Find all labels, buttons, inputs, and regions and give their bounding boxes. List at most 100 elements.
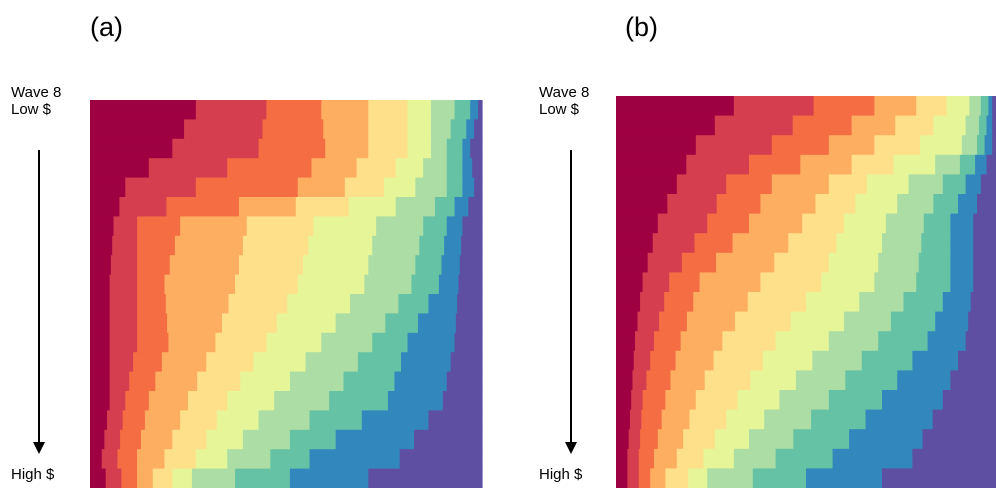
panel-a-row-16-segment-6	[227, 391, 275, 411]
panel-b-row-14-segment-5	[713, 350, 764, 371]
panel-a-row-6-segment-6	[348, 197, 397, 217]
panel-b-row-2-segment-10	[992, 115, 996, 136]
panel-b-row-20-segment-3	[638, 468, 651, 488]
panel-b-row-1-segment-3	[813, 96, 875, 117]
panel-b-row-11-segment-1	[616, 292, 641, 313]
panel-a-row-17-segment-2	[106, 410, 124, 431]
panel-a-row-12-segment-4	[167, 313, 223, 334]
panel-a-row-5-segment-7	[415, 177, 448, 198]
panel-a-row-17-segment-3	[122, 410, 146, 431]
panel-a-row-8-segment-4	[174, 235, 244, 256]
panel-b-row-5-segment-9	[965, 174, 982, 195]
panel-a-row-20-segment-1	[90, 468, 107, 488]
panel-b-row-13-segment-1	[616, 331, 636, 352]
panel-a-row-9-segment-10	[459, 255, 483, 276]
panel-b-row-7-segment-10	[973, 213, 996, 234]
panel-a-row-4-segment-5	[356, 158, 397, 179]
panel-b-row-1-segment-6	[946, 96, 970, 117]
panel-b-row-17-segment-8	[811, 409, 867, 430]
panel-b-row-3-segment-8	[977, 135, 986, 156]
panel-a-row-3-segment-1	[90, 138, 173, 159]
panel-a-row-12-segment-5	[221, 313, 278, 334]
panel-a-row-16-segment-1	[90, 391, 111, 411]
panel-a-row-13-segment-1	[90, 332, 111, 353]
panel-b-row-11-segment-7	[859, 292, 905, 313]
panel-a-row-9-segment-4	[169, 255, 240, 276]
panel-a-row-19-segment-6	[195, 449, 228, 470]
panel-a-row-17-segment-6	[216, 410, 260, 431]
panel-b-row-16-segment-6	[737, 390, 780, 411]
panel-a-row-11-segment-2	[109, 294, 138, 314]
panel-a-row-19-segment-10	[399, 449, 483, 470]
panel-a-row-16-segment-9	[387, 391, 444, 411]
panel-b-row-6-segment-9	[958, 194, 978, 215]
panel-a-row-15-segment-1	[90, 371, 111, 392]
panel-b-row-18-segment-3	[640, 429, 659, 450]
panel-a-row-5-segment-6	[384, 177, 416, 198]
panel-a-row-10-segment-4	[164, 274, 236, 295]
panel-a-row-1-segment-8	[454, 100, 471, 120]
panel-a-row-14-segment-10	[450, 352, 483, 373]
panel-a-row-19-segment-4	[137, 449, 166, 470]
panel-a-row-20-segment-8	[235, 468, 291, 488]
panel-a-row-13-segment-10	[454, 332, 483, 353]
panel-a-row-2-segment-9	[466, 119, 475, 140]
panel-b-row-4-segment-9	[975, 154, 988, 175]
panel-a-row-4-segment-8	[446, 158, 463, 179]
panel-b-row-11-segment-2	[640, 292, 665, 313]
panel-a-row-16-segment-4	[148, 391, 189, 411]
panel-b-row-13-segment-4	[680, 331, 723, 352]
panel-b-row-16-segment-1	[616, 390, 632, 411]
panel-b-high-label: High $	[539, 466, 583, 483]
panel-b-row-17-segment-5	[689, 409, 727, 430]
panel-b-row-6-segment-3	[716, 194, 761, 215]
panel-b-row-13-segment-6	[775, 331, 830, 352]
panel-a-row-20-segment-5	[152, 468, 173, 488]
panel-a-row-1-segment-9	[470, 100, 479, 120]
panel-b-row-7-segment-5	[802, 213, 845, 234]
panel-a-row-8-segment-2	[112, 235, 138, 256]
panel-a-row-4-segment-4	[311, 158, 358, 179]
panel-a-row-15-segment-7	[289, 371, 345, 392]
panel-a-row-11-segment-6	[287, 294, 351, 314]
panel-a-row-7-segment-5	[246, 216, 315, 237]
panel-b-row-15-segment-3	[646, 370, 672, 391]
panel-b-row-14-segment-7	[812, 350, 863, 371]
panel-a-row-7-segment-8	[423, 216, 448, 237]
panel-b-row-3-segment-9	[984, 135, 993, 156]
panel-b-row-20-segment-9	[806, 468, 883, 488]
panel-a-row-15-segment-3	[129, 371, 156, 392]
panel-b-row-1-segment-9	[988, 96, 993, 117]
panel-a-row-8-segment-6	[308, 235, 373, 256]
panel-a-row-3-segment-2	[172, 138, 260, 159]
panel-b-row-2-segment-4	[851, 115, 896, 136]
panel-b-row-4-segment-6	[893, 154, 936, 175]
panel-b-row-15-segment-4	[670, 370, 706, 391]
panel-a-row-18-segment-7	[242, 429, 291, 450]
panel-a-row-10-segment-6	[297, 274, 365, 295]
panel-b-row-15-segment-1	[616, 370, 634, 391]
panel-b-row-17-segment-3	[641, 409, 663, 430]
panel-b-row-10-segment-4	[699, 272, 761, 293]
panel-a-row-11-segment-10	[457, 294, 483, 314]
panel-b-row-1-segment-8	[980, 96, 989, 117]
panel-b-row-12-segment-2	[637, 311, 660, 332]
panel-a-row-11-segment-5	[228, 294, 288, 314]
panel-a-row-14-segment-2	[109, 352, 134, 373]
panel-a-row-14-segment-9	[400, 352, 452, 373]
panel-b-row-3-segment-6	[920, 135, 963, 156]
panel-a-row-18-segment-3	[120, 429, 142, 450]
panel-a-row-14-segment-5	[206, 352, 254, 373]
panel-a-row-7-segment-6	[313, 216, 377, 237]
panel-a-row-19-segment-9	[309, 449, 401, 470]
panel-b-row-6-segment-10	[977, 194, 996, 215]
panel-b-row-12-segment-10	[968, 311, 996, 332]
panel-a-row-6-segment-10	[468, 197, 483, 217]
panel-b-row-18-segment-2	[628, 429, 641, 450]
panel-b-row-7-segment-3	[707, 213, 750, 234]
panel-a-row-2-segment-6	[407, 119, 432, 140]
panel-b-row-5-segment-8	[942, 174, 967, 195]
panel-a-row-12-segment-2	[109, 313, 138, 334]
panel-b-row-18-segment-1	[616, 429, 630, 450]
